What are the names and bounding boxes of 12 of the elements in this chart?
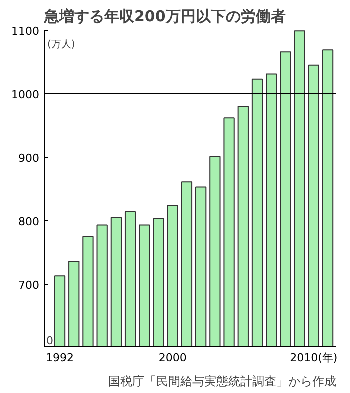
- y-tick-label: 900: [18, 152, 40, 165]
- y-tick-label: 1000: [12, 88, 40, 102]
- chart-title: 急増する年収200万円以下の労働者: [44, 8, 286, 26]
- x-tick-label: 2000: [158, 352, 187, 364]
- x-tick-label: 2010(年): [290, 352, 338, 364]
- y-tick-label: 1100: [12, 25, 40, 38]
- x-tick-label: 1992: [46, 352, 74, 364]
- y-axis-title: (万人): [48, 40, 76, 50]
- y-tick-label: 700: [18, 278, 40, 292]
- annotation: 0: [46, 334, 54, 348]
- y-tick-label: 800: [18, 215, 40, 228]
- text: 国税庁「民間給与実態統計調査」から作成: [108, 374, 336, 388]
